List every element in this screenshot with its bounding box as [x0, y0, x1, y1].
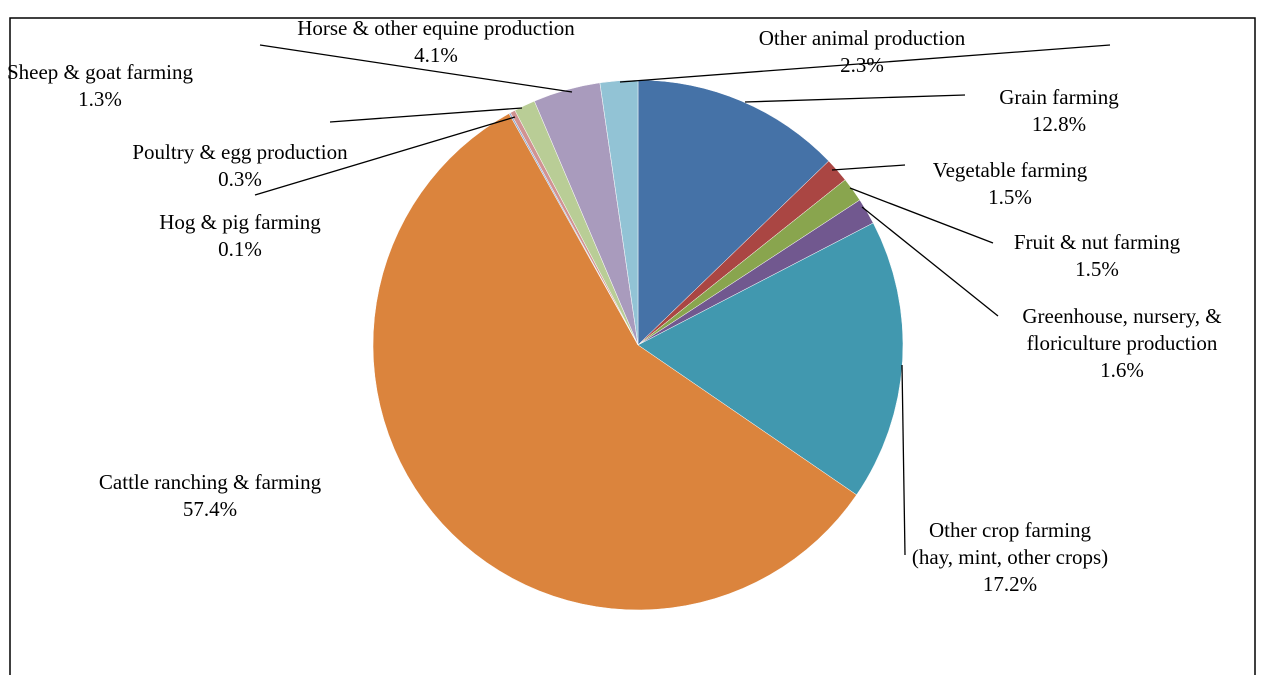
slice-label: Horse & other equine production: [297, 16, 575, 40]
leader-line: [831, 164, 906, 171]
value-label: 1.5%: [988, 185, 1032, 209]
value-label: 0.3%: [218, 167, 262, 191]
value-label: 12.8%: [1032, 112, 1086, 136]
leader-line: [619, 44, 1111, 83]
slice-label: Vegetable farming: [933, 158, 1088, 182]
leader-line: [744, 94, 966, 103]
slice-label: Other animal production: [759, 26, 966, 50]
slice-label: Grain farming: [999, 85, 1119, 109]
value-label: 1.3%: [78, 87, 122, 111]
leader-line: [254, 116, 516, 196]
slice-label: Greenhouse, nursery, & floriculture produ…: [1022, 304, 1221, 355]
slice-label: Cattle ranching & farming: [99, 470, 322, 494]
leader-line: [861, 206, 999, 317]
leader-line: [849, 187, 994, 244]
leader-line: [901, 364, 906, 556]
chart-border: [9, 17, 1256, 680]
leader-line: [259, 44, 573, 93]
slice-label: Hog & pig farming: [159, 210, 321, 234]
pie-slice: [637, 79, 830, 346]
value-label: 4.1%: [414, 43, 458, 67]
pie-slice: [372, 113, 857, 611]
pie-slice: [637, 222, 904, 496]
leader-line: [329, 107, 523, 123]
slice-label: Other crop farming (hay, mint, other crop…: [912, 518, 1108, 569]
value-label: 57.4%: [183, 497, 237, 521]
value-label: 2.3%: [840, 53, 884, 77]
value-label: 0.1%: [218, 237, 262, 261]
value-label: 17.2%: [983, 572, 1037, 596]
slice-label: Poultry & egg production: [132, 140, 348, 164]
slice-label: Sheep & goat farming: [7, 60, 194, 84]
slice-label: Fruit & nut farming: [1014, 230, 1181, 254]
value-label: 1.6%: [1100, 358, 1144, 382]
value-label: 1.5%: [1075, 257, 1119, 281]
